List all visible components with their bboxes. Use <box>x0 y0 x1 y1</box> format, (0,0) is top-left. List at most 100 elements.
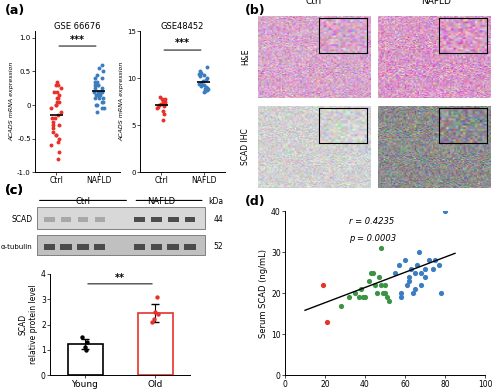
Bar <box>185 217 196 222</box>
Point <box>431 257 439 264</box>
Point <box>202 84 209 90</box>
Point <box>54 82 62 88</box>
Point <box>198 70 205 76</box>
Point <box>441 208 449 214</box>
Point <box>355 294 363 301</box>
Point <box>202 77 210 83</box>
Text: SCAD IHC: SCAD IHC <box>241 128 250 165</box>
Point <box>155 102 163 109</box>
Point <box>48 122 56 128</box>
Point <box>150 316 158 323</box>
Point <box>383 294 391 301</box>
Point <box>160 117 168 124</box>
Point <box>407 265 415 272</box>
Point <box>160 103 168 109</box>
Point <box>405 278 413 284</box>
Point <box>153 293 161 300</box>
Point <box>84 339 92 346</box>
Text: ***: *** <box>70 35 85 45</box>
Point <box>94 88 102 95</box>
Point <box>161 101 169 108</box>
Point <box>96 92 104 98</box>
Text: 44: 44 <box>213 215 223 224</box>
Point <box>401 257 409 264</box>
Point <box>415 249 423 255</box>
Point <box>54 139 62 145</box>
Bar <box>78 217 88 222</box>
Point <box>160 99 168 106</box>
Point <box>202 64 210 70</box>
Point <box>54 95 62 101</box>
Bar <box>94 244 106 250</box>
Y-axis label: SCAD
relative protein level: SCAD relative protein level <box>19 285 38 364</box>
Text: Ctrl: Ctrl <box>76 197 90 206</box>
Point <box>51 115 59 122</box>
Point <box>196 73 204 79</box>
Text: (d): (d) <box>245 196 266 208</box>
Point <box>94 82 102 88</box>
Point <box>200 82 207 88</box>
Point <box>409 290 417 296</box>
Point <box>158 100 166 107</box>
Point <box>323 319 331 325</box>
Point <box>56 85 64 91</box>
Text: NAFLD: NAFLD <box>422 0 451 6</box>
Point <box>200 72 207 79</box>
Point <box>52 132 60 138</box>
Point <box>403 282 411 288</box>
Point <box>55 135 63 142</box>
Point <box>52 79 60 85</box>
Point <box>411 286 419 292</box>
Point <box>417 282 425 288</box>
Point <box>385 298 393 305</box>
Point <box>48 115 56 122</box>
Point <box>365 278 373 284</box>
Point <box>195 70 203 77</box>
Bar <box>151 217 162 222</box>
Title: GSE 66676: GSE 66676 <box>54 22 101 30</box>
Point <box>160 111 168 117</box>
Text: p = 0.0003: p = 0.0003 <box>349 234 396 243</box>
Point <box>351 290 359 296</box>
Point <box>361 294 369 301</box>
Bar <box>94 217 105 222</box>
Point <box>95 95 103 101</box>
Bar <box>168 217 178 222</box>
Point <box>47 105 55 111</box>
Point <box>98 88 106 95</box>
Text: r = 0.4235: r = 0.4235 <box>349 217 394 226</box>
Point <box>54 88 62 95</box>
Point <box>375 274 383 280</box>
Point <box>204 86 212 93</box>
Point <box>371 282 379 288</box>
Point <box>197 83 205 89</box>
Point <box>201 88 209 95</box>
Point <box>152 105 160 111</box>
Point <box>78 334 86 340</box>
Point <box>93 102 101 108</box>
Point <box>425 257 433 264</box>
Bar <box>77 244 88 250</box>
Point <box>57 109 65 115</box>
Point <box>50 129 58 135</box>
Text: 52: 52 <box>213 242 223 251</box>
Point <box>54 92 62 98</box>
Point <box>90 75 98 81</box>
Point <box>204 84 212 91</box>
Y-axis label: Serum SCAD (ng/mL): Serum SCAD (ng/mL) <box>260 249 268 338</box>
Bar <box>134 244 145 250</box>
Point <box>52 82 60 88</box>
Point <box>417 270 425 276</box>
Point <box>397 294 405 301</box>
Y-axis label: ACADS mRNA expression: ACADS mRNA expression <box>10 62 14 142</box>
Text: **: ** <box>115 273 125 283</box>
Point <box>395 262 403 268</box>
Point <box>99 68 107 75</box>
Point <box>429 265 437 272</box>
Point <box>159 108 167 114</box>
Bar <box>134 217 145 222</box>
Text: (c): (c) <box>5 184 24 197</box>
Point <box>100 105 108 111</box>
Point <box>397 290 405 296</box>
Point <box>367 270 375 276</box>
